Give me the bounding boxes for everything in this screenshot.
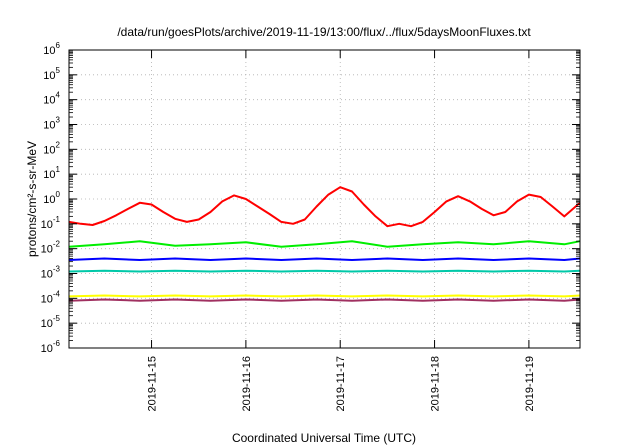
y-tick-label: 100 <box>43 190 60 206</box>
series-line-3 <box>68 257 581 261</box>
series-line-2 <box>68 240 581 248</box>
x-tick-label: 2019-11-15 <box>147 356 159 411</box>
x-tick-label: 2019-11-19 <box>524 356 536 411</box>
series-lines <box>68 186 581 302</box>
y-tick-label: 105 <box>43 66 60 82</box>
y-tick-label: 10-4 <box>41 289 61 305</box>
chart-title: /data/run/goesPlots/archive/2019-11-19/1… <box>117 25 531 39</box>
y-tick-label: 103 <box>43 116 60 132</box>
series-line-4 <box>68 269 581 273</box>
x-axis-ticks: 2019-11-15 2019-11-16 2019-11-17 2019-11-18… <box>147 50 536 411</box>
y-tick-label: 104 <box>43 91 60 107</box>
series-line-5 <box>68 294 581 298</box>
y-tick-label: 10-2 <box>41 240 61 256</box>
y-tick-label: 102 <box>43 140 60 156</box>
series-line-6 <box>68 298 581 302</box>
y-tick-label: 10-5 <box>41 314 61 330</box>
y-tick-label: 10-1 <box>41 215 61 231</box>
y-tick-label: 10-3 <box>41 265 61 281</box>
y-tick-label: 106 <box>43 41 60 57</box>
x-tick-label: 2019-11-18 <box>430 356 442 411</box>
y-tick-label: 10-6 <box>41 339 61 355</box>
x-tick-label: 2019-11-17 <box>335 356 347 411</box>
series-line-1 <box>68 186 581 228</box>
x-axis-label: Coordinated Universal Time (UTC) <box>232 431 416 445</box>
y-tick-label: 101 <box>43 165 60 181</box>
y-axis-ticks: 10-6 10-5 10-4 10-3 10-2 10-1 100 101 102 103 104 1… <box>41 41 580 355</box>
y-axis-label: protons/cm²-s-sr-MeV <box>25 141 39 257</box>
x-tick-label: 2019-11-16 <box>241 356 253 411</box>
